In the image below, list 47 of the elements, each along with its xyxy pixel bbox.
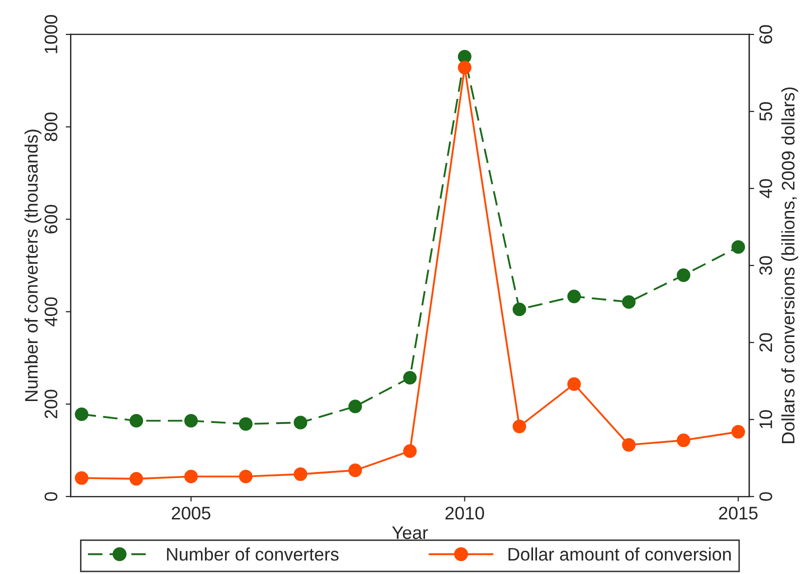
point (74, 471, 88, 485)
point (74, 407, 88, 422)
x-axis-title: Year (392, 526, 428, 540)
point (731, 425, 746, 439)
x-tick-label: 2010 (445, 506, 484, 520)
point (239, 417, 253, 431)
y-tick-label: 200 (44, 390, 58, 418)
y-axis-title: Number of converters (thousands) (24, 130, 42, 401)
point (130, 472, 144, 486)
point (239, 470, 253, 484)
y2-tick-label: 40 (759, 179, 772, 198)
y2-tick-label: 50 (759, 102, 772, 121)
point (622, 295, 636, 309)
point (458, 60, 472, 74)
point (512, 302, 526, 316)
point (731, 240, 746, 254)
y2-tick-label: 60 (759, 25, 772, 44)
y2-axis-title: Dollars of conversions (billions, 2009 dollars) (781, 87, 798, 444)
point (567, 377, 581, 391)
point (567, 290, 581, 304)
point (676, 434, 690, 448)
y2-tick-label: 20 (759, 333, 772, 352)
point (130, 414, 144, 428)
point (294, 467, 308, 481)
point (348, 400, 362, 414)
y2-tick-label: 30 (759, 256, 772, 275)
y-tick-label: 0 (44, 492, 58, 501)
point (458, 50, 472, 64)
point (622, 438, 636, 452)
point (512, 420, 526, 434)
y-tick-label: 1000 (44, 15, 58, 54)
x-tick-label: 2005 (172, 506, 210, 520)
x-tick-label: 2015 (719, 506, 758, 520)
y-tick-label: 800 (44, 112, 58, 142)
y-tick-label: 600 (44, 204, 58, 234)
point (348, 464, 362, 478)
y2-tick-label: 10 (759, 410, 772, 428)
point (294, 416, 308, 430)
y-tick-label: 400 (44, 297, 58, 326)
legend-label: Number of converters (167, 547, 339, 561)
legend-label: Dollar amount of conversion (508, 547, 731, 561)
point (403, 370, 417, 385)
point (403, 444, 417, 458)
point (184, 470, 198, 484)
point (184, 414, 198, 428)
point (676, 268, 690, 282)
y2-tick-label: 0 (759, 492, 772, 501)
